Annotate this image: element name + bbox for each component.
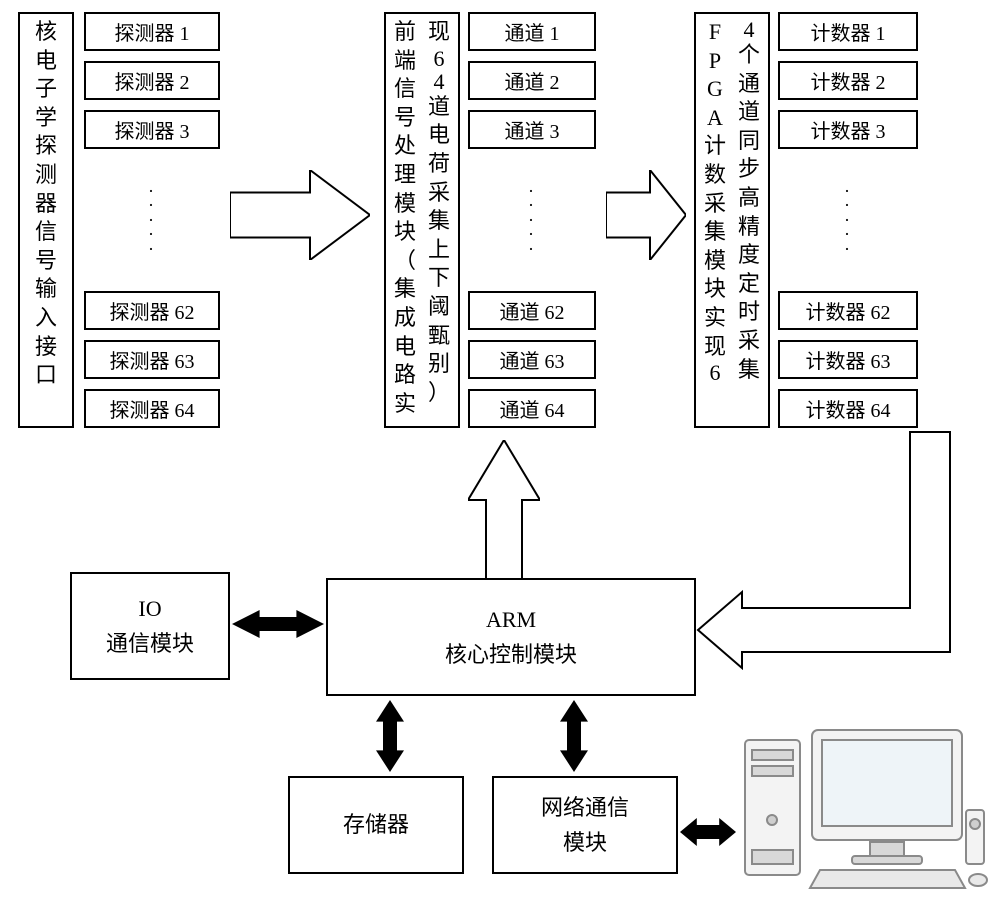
- col1-list-item: 探测器 1: [84, 12, 220, 51]
- col1-list-item: 探测器 64: [84, 389, 220, 428]
- col1-list-item: 探测器 63: [84, 340, 220, 379]
- col2-list-item: 通道 64: [468, 389, 596, 428]
- col1-vlabel: 核电子学探测器信号输入接口: [18, 12, 74, 428]
- col3-list-item: 计数器 64: [778, 389, 918, 428]
- net: 网络通信模块: [492, 776, 678, 874]
- col1-list-ellipsis: ·····: [84, 178, 220, 262]
- arrow-arm-net: [560, 700, 588, 772]
- col1-list-item: 探测器 3: [84, 110, 220, 149]
- col2-vlabel: 前端信号处理模块（集成电路实现64道电荷采集上下阈甄别）: [384, 12, 460, 428]
- col3-list-item: 计数器 63: [778, 340, 918, 379]
- col2-list-ellipsis: ·····: [468, 178, 596, 262]
- arrow-col1-col2: [230, 170, 370, 260]
- col3-list-item: 计数器 62: [778, 291, 918, 330]
- arrow-col2-col3: [606, 170, 686, 260]
- col2-list-item: 通道 63: [468, 340, 596, 379]
- col2-list: 通道 1 通道 2 通道 3 ····· 通道 62 通道 63 通道 64: [468, 12, 596, 428]
- col2-list-item: 通道 1: [468, 12, 596, 51]
- col3-vlabel: FPGA计数采集模块实现64个通道同步高精度定时采集: [694, 12, 770, 428]
- arrow-net-pc: [680, 818, 736, 846]
- col2-list-item: 通道 62: [468, 291, 596, 330]
- computer-icon: [740, 720, 990, 890]
- col3-list-item: 计数器 1: [778, 12, 918, 51]
- col2-list-item: 通道 2: [468, 61, 596, 100]
- arrow-fpga-arm: [696, 430, 952, 670]
- mem: 存储器: [288, 776, 464, 874]
- col3-list-item: 计数器 2: [778, 61, 918, 100]
- arrow-io-arm: [232, 610, 324, 638]
- col3-list-ellipsis: ·····: [778, 178, 918, 262]
- col1-list: 探测器 1 探测器 2 探测器 3 ····· 探测器 62 探测器 63 探测器 64: [84, 12, 220, 428]
- col3-list-item: 计数器 3: [778, 110, 918, 149]
- arm: ARM核心控制模块: [326, 578, 696, 696]
- col1-list-item: 探测器 2: [84, 61, 220, 100]
- arrow-arm-up: [468, 440, 540, 580]
- col1-list-item: 探测器 62: [84, 291, 220, 330]
- col3-list: 计数器 1 计数器 2 计数器 3 ····· 计数器 62 计数器 63 计数器 64: [778, 12, 918, 428]
- col2-list-item: 通道 3: [468, 110, 596, 149]
- arrow-arm-mem: [376, 700, 404, 772]
- io: IO通信模块: [70, 572, 230, 680]
